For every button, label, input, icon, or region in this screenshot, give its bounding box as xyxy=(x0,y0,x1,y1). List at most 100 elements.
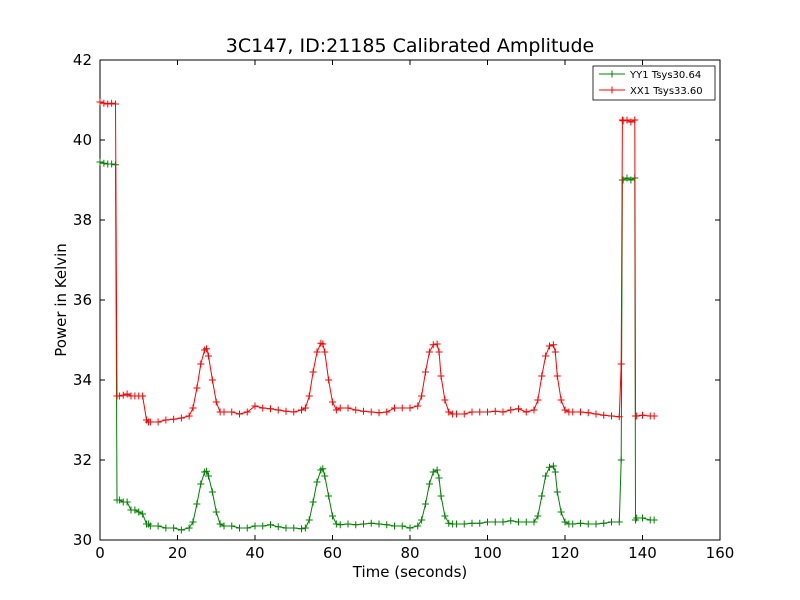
data-point xyxy=(332,520,340,528)
data-point xyxy=(205,472,212,480)
data-point xyxy=(208,376,216,384)
data-point xyxy=(309,498,317,506)
data-point xyxy=(623,174,631,182)
data-point xyxy=(108,160,116,168)
data-point xyxy=(189,518,197,526)
x-tick-label: 0 xyxy=(95,544,105,562)
data-point xyxy=(274,523,282,531)
data-point xyxy=(305,516,313,524)
data-point xyxy=(344,520,352,528)
data-point xyxy=(499,408,507,416)
data-point xyxy=(499,518,507,526)
x-tick-label: 120 xyxy=(551,544,580,562)
data-point xyxy=(220,408,228,416)
data-point xyxy=(418,392,426,400)
data-point xyxy=(243,408,251,416)
data-point xyxy=(627,176,635,184)
data-point xyxy=(429,468,437,476)
data-point xyxy=(274,406,282,414)
data-point xyxy=(298,525,305,533)
data-point xyxy=(441,512,449,520)
data-point xyxy=(617,360,625,368)
data-point xyxy=(491,407,499,415)
data-point xyxy=(534,512,542,520)
series-0 xyxy=(96,158,658,534)
y-tick-label: 38 xyxy=(73,211,92,229)
data-point xyxy=(398,522,406,530)
data-point xyxy=(115,496,123,504)
data-point xyxy=(453,520,460,528)
data-point xyxy=(391,522,398,530)
data-point xyxy=(162,416,170,424)
data-point xyxy=(538,372,546,380)
data-point xyxy=(592,410,600,418)
data-point xyxy=(139,392,147,400)
y-tick-label: 36 xyxy=(73,291,92,309)
data-point xyxy=(530,406,538,414)
data-point xyxy=(437,372,445,380)
data-point xyxy=(484,518,491,526)
data-point xyxy=(185,524,193,532)
data-point xyxy=(205,352,212,360)
chart-title: 3C147, ID:21185 Calibrated Amplitude xyxy=(226,35,594,57)
data-point xyxy=(197,360,205,368)
data-point xyxy=(383,408,391,416)
data-point xyxy=(414,402,422,410)
data-point xyxy=(154,418,162,426)
data-point xyxy=(437,492,445,500)
data-point xyxy=(639,514,646,522)
x-tick-label: 60 xyxy=(323,544,342,562)
data-point xyxy=(584,409,592,417)
data-point xyxy=(220,522,228,530)
data-point xyxy=(212,398,220,406)
data-point xyxy=(212,508,220,516)
data-point xyxy=(115,392,123,400)
data-point xyxy=(546,463,553,471)
data-point xyxy=(627,118,635,126)
data-point xyxy=(203,467,211,475)
data-point xyxy=(425,348,433,356)
data-point xyxy=(185,412,193,420)
data-point xyxy=(301,524,309,532)
data-point xyxy=(100,159,108,167)
y-tick-label: 30 xyxy=(73,531,92,549)
data-point xyxy=(617,456,625,464)
data-point xyxy=(441,396,449,404)
data-point xyxy=(236,410,243,418)
data-point xyxy=(577,408,584,416)
data-point xyxy=(336,521,344,529)
data-point xyxy=(608,412,615,420)
data-point xyxy=(546,342,553,350)
y-tick-label: 40 xyxy=(73,131,92,149)
data-point xyxy=(491,518,499,526)
data-point xyxy=(267,405,274,413)
data-point xyxy=(154,522,162,530)
data-point xyxy=(112,100,119,108)
data-point xyxy=(193,500,201,508)
data-point xyxy=(108,99,116,107)
data-point xyxy=(460,410,468,418)
series-1 xyxy=(96,98,658,426)
data-point xyxy=(406,524,414,532)
data-point xyxy=(577,519,584,527)
data-point xyxy=(425,480,433,488)
x-tick-label: 40 xyxy=(245,544,264,562)
data-point xyxy=(162,524,170,532)
data-point xyxy=(522,408,530,416)
data-point xyxy=(197,480,205,488)
data-point xyxy=(228,408,236,416)
data-point xyxy=(282,407,290,415)
data-point xyxy=(325,492,333,500)
data-point xyxy=(313,478,321,486)
y-tick-label: 32 xyxy=(73,451,92,469)
data-point xyxy=(321,472,329,480)
data-point xyxy=(139,510,147,518)
data-point xyxy=(208,488,216,496)
data-point xyxy=(600,519,608,527)
x-axis-label: Time (seconds) xyxy=(352,563,468,581)
tick-layer: 0 20 40 60 80 100 120 140 160 30 32 34 36 38 40 42 xyxy=(73,51,734,562)
data-point xyxy=(251,522,259,530)
data-point xyxy=(414,522,422,530)
legend-marker xyxy=(608,86,616,94)
data-point xyxy=(600,411,608,419)
